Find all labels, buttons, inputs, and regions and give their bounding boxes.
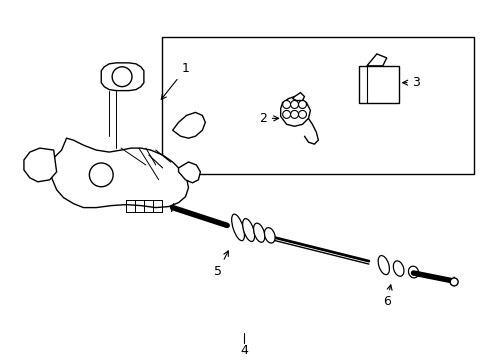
Text: 2: 2 <box>258 112 278 125</box>
Circle shape <box>298 100 306 108</box>
Polygon shape <box>366 54 386 66</box>
Text: 4: 4 <box>240 344 247 357</box>
Text: 5: 5 <box>214 251 228 278</box>
Text: 3: 3 <box>402 76 420 89</box>
Circle shape <box>112 67 132 87</box>
Ellipse shape <box>253 223 264 242</box>
Circle shape <box>449 278 457 286</box>
Polygon shape <box>178 162 200 183</box>
Ellipse shape <box>231 214 244 241</box>
Polygon shape <box>172 112 205 138</box>
Ellipse shape <box>242 219 254 242</box>
Bar <box>358 66 398 103</box>
Circle shape <box>290 111 298 118</box>
Ellipse shape <box>377 256 388 275</box>
Ellipse shape <box>264 228 275 243</box>
Polygon shape <box>292 93 304 100</box>
Text: 6: 6 <box>382 285 391 308</box>
Ellipse shape <box>392 261 403 276</box>
Circle shape <box>290 100 298 108</box>
Bar <box>162 37 473 174</box>
Ellipse shape <box>407 266 418 278</box>
Polygon shape <box>24 148 57 182</box>
Circle shape <box>282 100 290 108</box>
Circle shape <box>282 111 290 118</box>
Polygon shape <box>280 96 310 126</box>
Circle shape <box>89 163 113 187</box>
Polygon shape <box>101 63 143 91</box>
Circle shape <box>298 111 306 118</box>
Polygon shape <box>50 138 188 208</box>
Text: 1: 1 <box>161 62 189 99</box>
